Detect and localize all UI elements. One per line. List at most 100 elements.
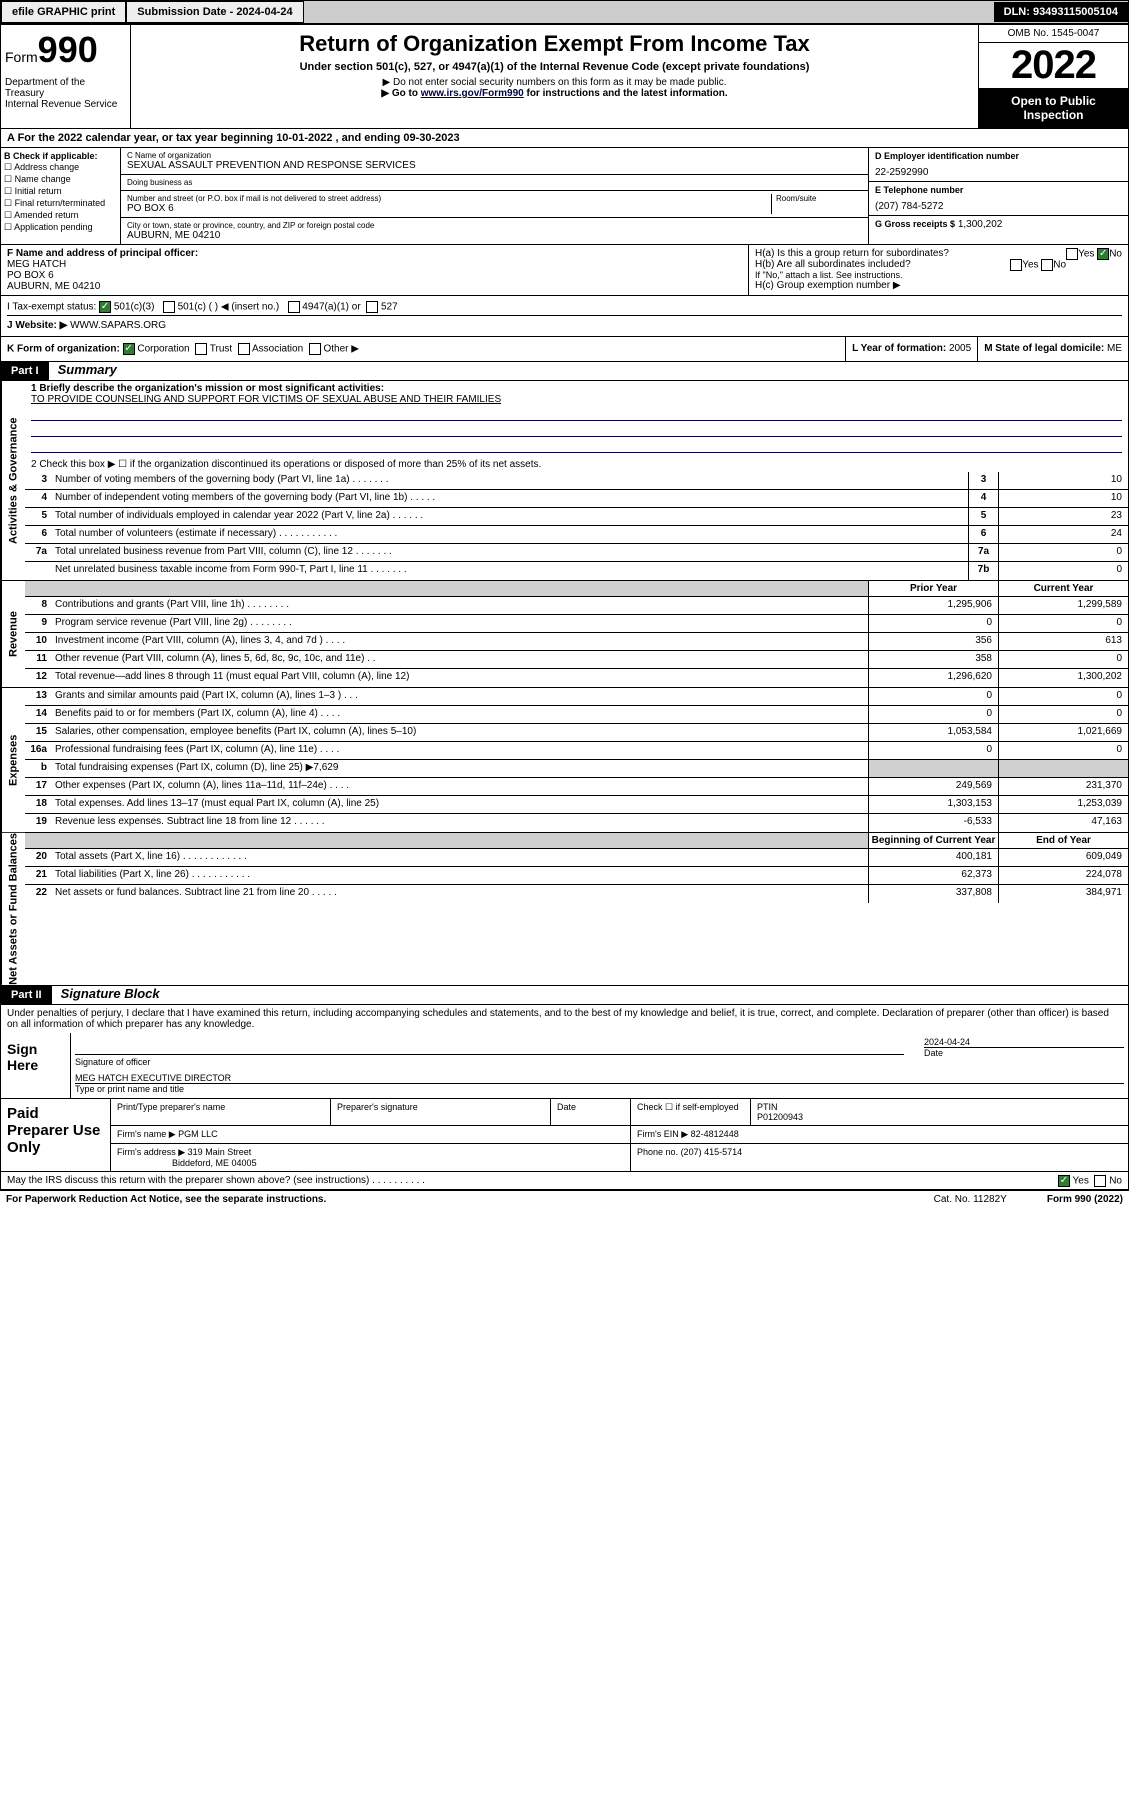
summary-line: 11Other revenue (Part VIII, column (A), … — [25, 651, 1128, 669]
irs-link[interactable]: www.irs.gov/Form990 — [421, 88, 524, 99]
sign-date: 2024-04-24 — [924, 1037, 1124, 1047]
row-l-year: L Year of formation: 2005 — [845, 337, 977, 361]
gov-line: 5Total number of individuals employed in… — [25, 508, 1128, 526]
submission-date-button[interactable]: Submission Date - 2024-04-24 — [126, 1, 303, 23]
col-d-ein: D Employer identification number 22-2592… — [868, 148, 1128, 244]
form-subtitle: Under section 501(c), 527, or 4947(a)(1)… — [137, 61, 972, 73]
row-k-form-org: K Form of organization: ✓ Corporation Tr… — [1, 337, 845, 361]
chk-assoc[interactable] — [238, 343, 250, 355]
part2-header: Part II — [1, 986, 52, 1004]
chk-corp[interactable]: ✓ — [123, 343, 135, 355]
phone: (207) 784-5272 — [875, 201, 1122, 212]
q1-mission: 1 Briefly describe the organization's mi… — [25, 381, 1128, 457]
block-ij: I Tax-exempt status: ✓ 501(c)(3) 501(c) … — [0, 296, 1129, 337]
public-inspection: Open to Public Inspection — [979, 88, 1128, 128]
summary-line: 20Total assets (Part X, line 16) . . . .… — [25, 849, 1128, 867]
block-klm: K Form of organization: ✓ Corporation Tr… — [0, 337, 1129, 362]
chk-501c3[interactable]: ✓ — [99, 301, 111, 313]
block-fh: F Name and address of principal officer:… — [0, 245, 1129, 296]
firm-ein: 82-4812448 — [691, 1129, 739, 1139]
tax-year: 2022 — [979, 43, 1128, 88]
discuss-no[interactable] — [1094, 1175, 1106, 1187]
summary-line: 21Total liabilities (Part X, line 26) . … — [25, 867, 1128, 885]
chk-final-return[interactable]: ☐ Final return/terminated — [4, 198, 117, 209]
officer-printed-name: MEG HATCH EXECUTIVE DIRECTOR — [75, 1073, 1124, 1083]
gov-line: Net unrelated business taxable income fr… — [25, 562, 1128, 580]
chk-4947[interactable] — [288, 301, 300, 313]
col-f-officer: F Name and address of principal officer:… — [1, 245, 748, 295]
gov-line: 3Number of voting members of the governi… — [25, 472, 1128, 490]
chk-initial-return[interactable]: ☐ Initial return — [4, 186, 117, 197]
col-b-checkboxes: B Check if applicable: ☐ Address change … — [1, 148, 121, 244]
summary-line: 16aProfessional fundraising fees (Part I… — [25, 742, 1128, 760]
row-i-tax-status: I Tax-exempt status: ✓ 501(c)(3) 501(c) … — [7, 299, 1122, 315]
form-title: Return of Organization Exempt From Incom… — [137, 31, 972, 57]
summary-line: bTotal fundraising expenses (Part IX, co… — [25, 760, 1128, 778]
chk-app-pending[interactable]: ☐ Application pending — [4, 222, 117, 233]
chk-501c[interactable] — [163, 301, 175, 313]
prep-phone: (207) 415-5714 — [681, 1147, 743, 1157]
summary-line: 13Grants and similar amounts paid (Part … — [25, 688, 1128, 706]
top-bar: efile GRAPHIC print Submission Date - 20… — [0, 0, 1129, 24]
ha-no[interactable]: ✓ — [1097, 248, 1109, 260]
city-state-zip: AUBURN, ME 04210 — [127, 230, 862, 241]
efile-print-button[interactable]: efile GRAPHIC print — [1, 1, 126, 23]
summary-line: 12Total revenue—add lines 8 through 11 (… — [25, 669, 1128, 687]
revenue-section: Revenue Prior Year Current Year 8Contrib… — [0, 581, 1129, 688]
netassets-section: Net Assets or Fund Balances Beginning of… — [0, 833, 1129, 986]
summary-line: 18Total expenses. Add lines 13–17 (must … — [25, 796, 1128, 814]
discuss-yes[interactable]: ✓ — [1058, 1175, 1070, 1187]
gov-line: 4Number of independent voting members of… — [25, 490, 1128, 508]
expenses-section: Expenses 13Grants and similar amounts pa… — [0, 688, 1129, 833]
row-j-website: J Website: ▶ WWW.SAPARS.ORG — [7, 315, 1122, 333]
chk-name-change[interactable]: ☐ Name change — [4, 174, 117, 185]
gov-line: 6Total number of volunteers (estimate if… — [25, 526, 1128, 544]
row-m-state: M State of legal domicile: ME — [977, 337, 1128, 361]
summary-line: 19Revenue less expenses. Subtract line 1… — [25, 814, 1128, 832]
form-header: Form990 Department of the Treasury Inter… — [0, 24, 1129, 129]
org-name: SEXUAL ASSAULT PREVENTION AND RESPONSE S… — [127, 160, 862, 171]
ptin: P01200943 — [757, 1112, 803, 1122]
chk-amended[interactable]: ☐ Amended return — [4, 210, 117, 221]
hb-yes[interactable] — [1010, 259, 1022, 271]
part2-title: Signature Block — [61, 986, 160, 1001]
col-h-group: H(a) Is this a group return for subordin… — [748, 245, 1128, 295]
block-bcd: B Check if applicable: ☐ Address change … — [0, 148, 1129, 245]
omb-number: OMB No. 1545-0047 — [979, 25, 1128, 43]
summary-line: 17Other expenses (Part IX, column (A), l… — [25, 778, 1128, 796]
officer-name: MEG HATCH — [7, 259, 742, 270]
summary-line: 15Salaries, other compensation, employee… — [25, 724, 1128, 742]
dept-label: Department of the Treasury Internal Reve… — [5, 77, 126, 110]
gross-receipts: 1,300,202 — [958, 219, 1003, 230]
chk-trust[interactable] — [195, 343, 207, 355]
q2-check: 2 Check this box ▶ ☐ if the organization… — [25, 457, 1128, 472]
part1-title: Summary — [58, 362, 117, 377]
footer: For Paperwork Reduction Act Notice, see … — [0, 1190, 1129, 1208]
col-c-org-info: C Name of organization SEXUAL ASSAULT PR… — [121, 148, 868, 244]
chk-527[interactable] — [366, 301, 378, 313]
street-address: PO BOX 6 — [127, 203, 767, 214]
summary-line: 10Investment income (Part VIII, column (… — [25, 633, 1128, 651]
firm-name: PGM LLC — [178, 1129, 218, 1139]
chk-other[interactable] — [309, 343, 321, 355]
firm-addr: 319 Main Street — [188, 1147, 252, 1157]
hb-no[interactable] — [1041, 259, 1053, 271]
summary-line: 9Program service revenue (Part VIII, lin… — [25, 615, 1128, 633]
ssn-note: ▶ Do not enter social security numbers o… — [137, 77, 972, 88]
signature-block: Sign Here Signature of officer 2024-04-2… — [0, 1033, 1129, 1172]
governance-section: Activities & Governance 1 Briefly descri… — [0, 381, 1129, 581]
discuss-row: May the IRS discuss this return with the… — [0, 1172, 1129, 1190]
summary-line: 22Net assets or fund balances. Subtract … — [25, 885, 1128, 903]
chk-address-change[interactable]: ☐ Address change — [4, 162, 117, 173]
ein: 22-2592990 — [875, 167, 1122, 178]
ha-yes[interactable] — [1066, 248, 1078, 260]
summary-line: 8Contributions and grants (Part VIII, li… — [25, 597, 1128, 615]
penalties-text: Under penalties of perjury, I declare th… — [0, 1005, 1129, 1033]
dln-label: DLN: 93493115005104 — [994, 2, 1128, 22]
website: WWW.SAPARS.ORG — [70, 320, 166, 331]
goto-line: ▶ Go to www.irs.gov/Form990 for instruct… — [137, 88, 972, 99]
part1-header: Part I — [1, 362, 49, 380]
form-number: Form990 — [5, 29, 126, 71]
summary-line: 14Benefits paid to or for members (Part … — [25, 706, 1128, 724]
line-a-period: A For the 2022 calendar year, or tax yea… — [0, 129, 1129, 148]
